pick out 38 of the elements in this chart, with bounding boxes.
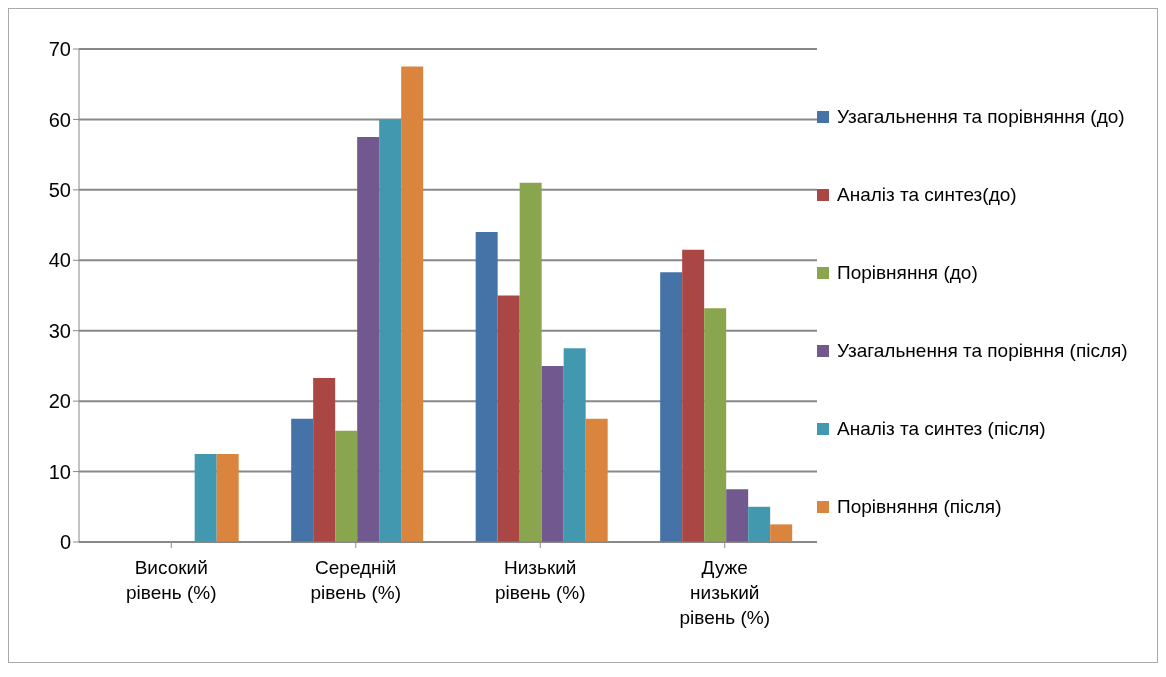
bar xyxy=(497,295,520,542)
y-tick-label: 0 xyxy=(59,531,71,554)
bar xyxy=(194,453,217,542)
bar xyxy=(704,308,727,542)
x-tick-label: Середній рівень (%) xyxy=(310,557,401,603)
bar xyxy=(770,524,793,542)
bar xyxy=(748,506,771,542)
legend-label: Узагальнення та порівняння (до) xyxy=(837,104,1126,129)
y-tick-label: 50 xyxy=(48,178,71,201)
y-tick-label: 20 xyxy=(48,390,71,413)
bar xyxy=(401,66,424,542)
x-tick-label: Дуже низький рівень (%) xyxy=(679,557,770,628)
bar xyxy=(379,119,402,542)
y-tick-label: 60 xyxy=(48,108,71,131)
bar xyxy=(519,182,542,542)
bar xyxy=(660,272,683,542)
legend-label: Порівняння (до) xyxy=(837,260,979,285)
legend-label: Порівняння (після) xyxy=(837,494,1003,519)
bar xyxy=(585,418,608,542)
bar xyxy=(335,430,358,542)
bar xyxy=(313,377,336,542)
bar xyxy=(541,365,564,542)
bar xyxy=(475,232,498,542)
y-tick-label: 70 xyxy=(48,38,71,61)
bar xyxy=(563,348,586,542)
x-tick-label: Низький рівень (%) xyxy=(495,557,586,603)
bar xyxy=(682,249,705,542)
x-tick-label: Високий рівень (%) xyxy=(126,557,217,603)
bar xyxy=(291,418,314,542)
legend-label: Узагальнення та порівння (після) xyxy=(837,338,1129,363)
bar xyxy=(216,453,239,542)
y-tick-label: 10 xyxy=(48,460,71,483)
bar xyxy=(726,489,749,542)
y-tick-label: 30 xyxy=(48,319,71,342)
legend-label: Аналіз та синтез (після) xyxy=(837,416,1047,441)
y-tick-label: 40 xyxy=(48,249,71,272)
bar xyxy=(357,137,380,542)
legend-label: Аналіз та синтез(до) xyxy=(837,182,1018,207)
